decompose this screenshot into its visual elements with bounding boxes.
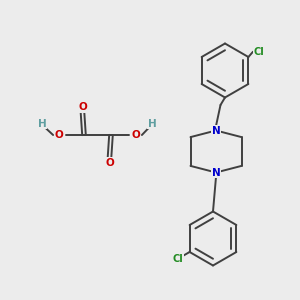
- Text: Cl: Cl: [254, 47, 264, 57]
- Text: O: O: [105, 158, 114, 168]
- Text: Cl: Cl: [172, 254, 183, 264]
- Text: N: N: [212, 125, 220, 136]
- Text: O: O: [131, 130, 140, 140]
- Text: H: H: [148, 118, 157, 129]
- Text: N: N: [212, 167, 220, 178]
- Text: O: O: [78, 102, 87, 112]
- Text: O: O: [55, 130, 64, 140]
- Text: H: H: [38, 118, 46, 129]
